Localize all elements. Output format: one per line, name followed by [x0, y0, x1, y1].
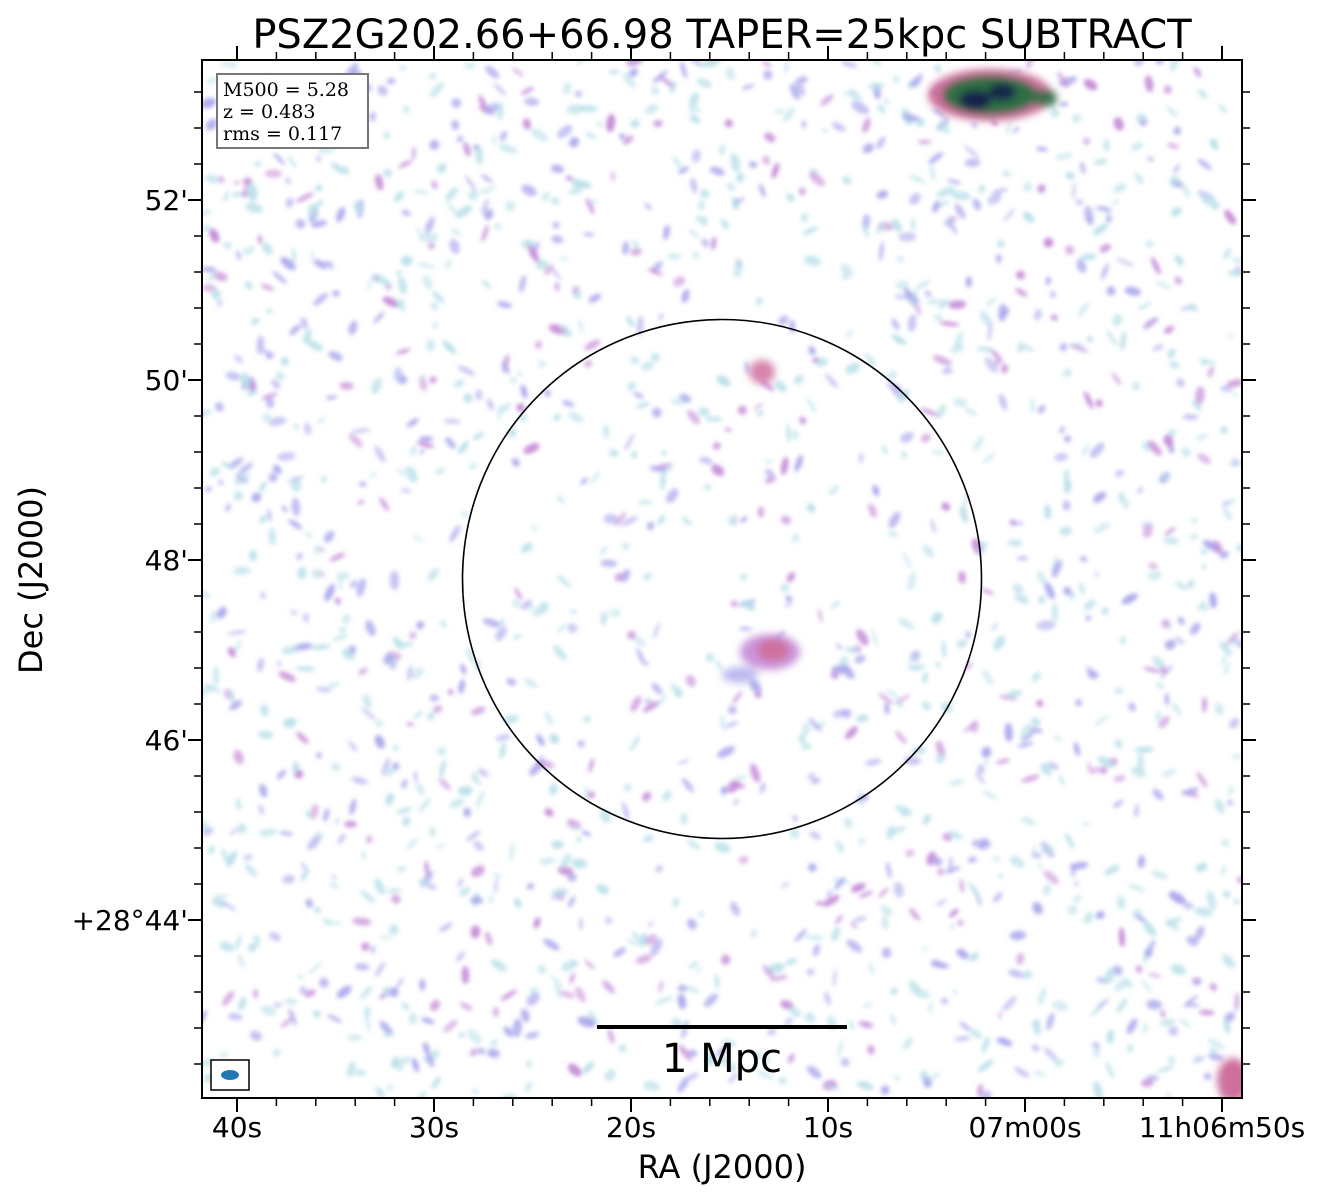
x-tick-labels: 40s 30s 20s 10s 07m00s 11h06m50s — [212, 1111, 1305, 1144]
x-tick-label: 10s — [803, 1111, 853, 1144]
y-tick-label: 46' — [145, 724, 188, 757]
image-area: 1 Mpc — [202, 60, 1242, 1098]
source-bottom-right — [1217, 1058, 1242, 1098]
x-tick-label: 20s — [606, 1111, 656, 1144]
y-axis-label: Dec (J2000) — [12, 486, 50, 674]
y-tick-label: +28°44' — [72, 904, 188, 937]
info-rms: rms = 0.117 — [223, 123, 342, 145]
r500-circle — [461, 318, 983, 840]
y-tick-label: 48' — [145, 544, 188, 577]
info-redshift: z = 0.483 — [223, 101, 315, 123]
x-tick-label: 07m00s — [968, 1111, 1081, 1144]
y-tick-labels: 52' 50' 48' 46' +28°44' — [72, 184, 188, 937]
source-upper — [749, 360, 775, 384]
y-tick-label: 50' — [145, 364, 188, 397]
plot-title: PSZ2G202.66+66.98 TAPER=25kpc SUBTRACT — [252, 12, 1192, 58]
info-box: M500 = 5.28 z = 0.483 rms = 0.117 — [216, 73, 369, 149]
beam-ellipse — [221, 1070, 239, 1080]
y-tick-label: 52' — [145, 184, 188, 217]
noise-speckles — [202, 60, 1242, 1098]
x-tick-label: 40s — [212, 1111, 262, 1144]
bright-source-top-right — [928, 69, 1057, 121]
x-axis-label: RA (J2000) — [638, 1148, 807, 1186]
x-tick-label: 11h06m50s — [1139, 1111, 1306, 1144]
x-tick-label: 30s — [409, 1111, 459, 1144]
scale-bar-label: 1 Mpc — [662, 1036, 782, 1082]
central-source — [722, 634, 800, 683]
plot-frame — [201, 59, 1243, 1099]
axis-ticks — [188, 46, 1256, 1112]
info-m500: M500 = 5.28 — [223, 79, 349, 101]
